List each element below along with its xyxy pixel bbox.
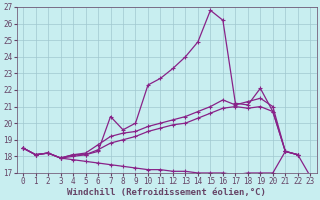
X-axis label: Windchill (Refroidissement éolien,°C): Windchill (Refroidissement éolien,°C) [67, 188, 266, 197]
